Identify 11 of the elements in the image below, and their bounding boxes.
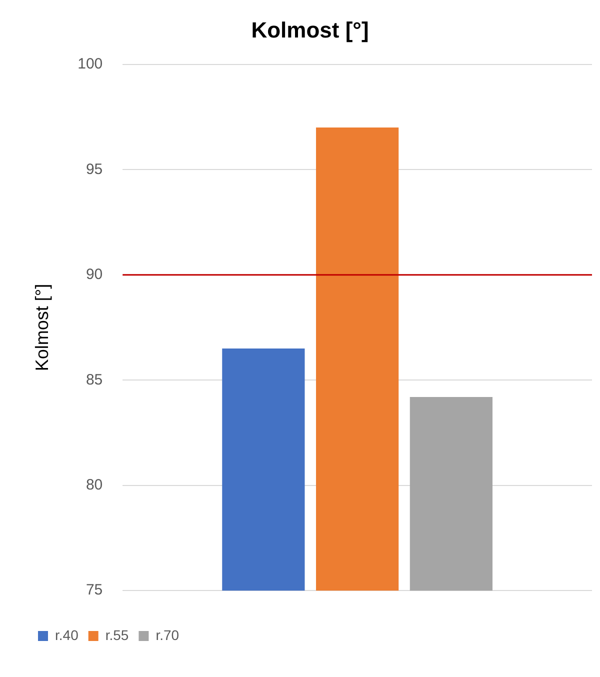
y-tick-label: 80 — [86, 476, 103, 494]
y-tick-label: 75 — [86, 582, 103, 599]
y-tick-label: 95 — [86, 160, 103, 178]
y-tick-label: 90 — [86, 266, 103, 284]
y-tick-label: 100 — [78, 56, 103, 73]
chart-title: Kolmost [°] — [251, 17, 369, 42]
legend-label: r.55 — [105, 626, 129, 643]
y-axis-title: Kolmost [°] — [32, 284, 52, 372]
y-tick-label: 85 — [86, 371, 103, 388]
legend-label: r.40 — [55, 626, 79, 643]
legend-label: r.70 — [156, 626, 180, 643]
